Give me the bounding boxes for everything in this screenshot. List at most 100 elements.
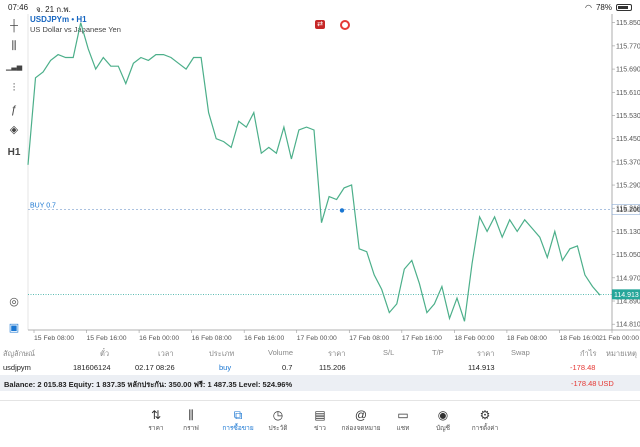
table-row[interactable]: usdjpym 181606124 02.17 08:26 buy 0.7 11…: [0, 359, 640, 375]
nav-quotes[interactable]: ⇅ ราคา: [136, 408, 176, 433]
col-volume: Volume: [268, 348, 294, 357]
nav-label: การซื้อขาย: [222, 425, 254, 432]
status-time: 07:46: [8, 3, 29, 12]
x-tick-label: 16 Feb 08:00: [192, 335, 232, 342]
trade-chart-icon: ⧉: [233, 408, 243, 422]
x-tick-label: 17 Feb 16:00: [402, 335, 442, 342]
nav-trade[interactable]: ⧉ การซื้อขาย: [218, 408, 258, 433]
cell-symbol: usdjpym: [3, 363, 31, 372]
cell-open-price: 115.206: [319, 363, 346, 372]
table-header: สัญลักษณ์ ตั๋ว เวลา ประเภท Volume ราคา S…: [0, 344, 640, 359]
y-tick-label: 115.610: [616, 90, 640, 97]
wifi-icon: ◠: [585, 3, 592, 12]
nav-label: กราฟ: [183, 425, 199, 432]
x-tick-label: 21 Feb 00:00: [599, 335, 639, 342]
function-icon[interactable]: ƒ: [10, 104, 18, 116]
nav-news[interactable]: ▤ ข่าว: [300, 408, 340, 433]
price-line: [27, 22, 601, 322]
cell-current-price: 114.913: [468, 363, 495, 372]
x-tick-label: 15 Feb 08:00: [34, 335, 74, 342]
y-tick-label: 115.130: [616, 229, 640, 236]
status-bar: 07:46 จ. 21 ก.พ. ◠ 78%: [0, 0, 640, 14]
x-tick-label: 18 Feb 08:00: [507, 335, 547, 342]
crosshair-icon[interactable]: ┼: [10, 20, 18, 32]
col-ticket: ตั๋ว: [100, 349, 110, 358]
y-tick-label: 115.210: [616, 206, 640, 213]
y-tick-label: 114.810: [616, 322, 640, 329]
y-tick-label: 115.850: [616, 20, 640, 27]
nav-mailbox[interactable]: @ กล่องจดหมาย: [341, 408, 381, 433]
x-tick-label: 16 Feb 16:00: [244, 335, 284, 342]
chart-toolbar: ┼ ⫼ ▁▃▅ ⫶ ƒ ◈ H1 ◎ ▣: [0, 14, 28, 334]
nav-label: ราคา: [148, 425, 164, 432]
x-tick-label: 16 Feb 00:00: [139, 335, 179, 342]
nav-label: กล่องจดหมาย: [341, 425, 381, 432]
col-tp: T/P: [432, 348, 444, 357]
connection-status-icon: [340, 20, 350, 30]
col-profit: กำไร: [580, 349, 597, 358]
cell-volume: 0.7: [282, 363, 293, 372]
nav-label: ข่าว: [314, 425, 326, 432]
chart-symbol: USDJPYm • H1: [30, 15, 87, 24]
col-symbol: สัญลักษณ์: [3, 349, 36, 358]
chat-icon: ▭: [397, 408, 409, 422]
y-tick-label: 115.370: [616, 159, 640, 166]
col-swap: Swap: [511, 348, 530, 357]
y-tick-label: 115.450: [616, 136, 640, 143]
cell-profit: -178.48: [570, 363, 596, 372]
candles-icon[interactable]: ⫼: [11, 40, 17, 52]
indicators-icon[interactable]: ⫶: [12, 82, 16, 94]
one-click-trading-icon[interactable]: ⇄: [315, 20, 325, 29]
nav-label: ประวัติ: [268, 425, 288, 432]
x-tick-label: 18 Feb 16:00: [559, 335, 599, 342]
y-tick-label: 115.290: [616, 183, 640, 190]
buy-price-tag: 115.206: [616, 207, 640, 214]
col-open-price: ราคา: [328, 349, 346, 358]
nav-history[interactable]: ◷ ประวัติ: [258, 408, 298, 433]
y-tick-label: 115.770: [616, 43, 640, 50]
price-chart[interactable]: 115.850 115.770 115.690 115.610 115.530 115.4…: [0, 0, 640, 344]
battery-icon: [616, 4, 632, 11]
nav-settings[interactable]: ⚙ การตั้งค่า: [465, 408, 505, 433]
chart-settings-icon[interactable]: ◎: [9, 296, 19, 308]
nav-chart[interactable]: ⫼ กราฟ: [171, 408, 211, 433]
x-tick-label: 15 Feb 16:00: [87, 335, 127, 342]
timeframe-button[interactable]: H1: [7, 147, 21, 158]
cell-ticket: 181606124: [73, 363, 111, 372]
gear-icon: ⚙: [479, 408, 491, 422]
col-comment: หมายเหตุ: [606, 349, 637, 358]
y-tick-label: 114.890: [616, 299, 640, 306]
history-icon: ◷: [272, 408, 284, 422]
nav-label: บัญชี: [435, 425, 451, 432]
signal-icon[interactable]: ▣: [8, 322, 20, 334]
buy-price-tag-box: [611, 204, 640, 215]
nav-label: แชท: [396, 425, 410, 432]
col-time: เวลา: [158, 349, 174, 358]
y-tick-label: 115.050: [616, 252, 640, 259]
y-tick-label: 114.970: [616, 275, 640, 282]
chart-description: US Dollar vs Japanese Yen: [30, 25, 121, 34]
objects-icon[interactable]: ◈: [9, 124, 19, 136]
nav-chat[interactable]: ▭ แชท: [383, 408, 423, 433]
col-current-price: ราคา: [477, 349, 495, 358]
total-profit: -178.48: [571, 379, 597, 388]
cell-time: 02.17 08:26: [135, 363, 175, 372]
x-tick-label: 17 Feb 00:00: [297, 335, 337, 342]
y-tick-label: 115.690: [616, 67, 640, 74]
current-price-tag-box: [612, 289, 640, 300]
col-type: ประเภท: [209, 349, 235, 358]
nav-account[interactable]: ◉ บัญชี: [423, 408, 463, 433]
current-price-tag: 114.913: [614, 292, 639, 299]
updown-arrows-icon: ⇅: [150, 408, 162, 422]
status-right: ◠ 78%: [585, 3, 632, 12]
battery-percent: 78%: [595, 3, 612, 12]
balance-bar: Balance: 2 015.83 Equity: 1 837.35 หลักป…: [0, 375, 640, 391]
col-sl: S/L: [383, 348, 395, 357]
bars-icon[interactable]: ▁▃▅: [6, 64, 23, 71]
bottom-navigation: ⇅ ราคา ⫼ กราฟ ⧉ การซื้อขาย ◷ ประวัติ ▤ ข…: [0, 400, 640, 447]
cell-type: buy: [219, 363, 232, 372]
account-icon: ◉: [437, 408, 449, 422]
news-icon: ▤: [314, 408, 326, 422]
account-currency: USD: [598, 379, 614, 388]
